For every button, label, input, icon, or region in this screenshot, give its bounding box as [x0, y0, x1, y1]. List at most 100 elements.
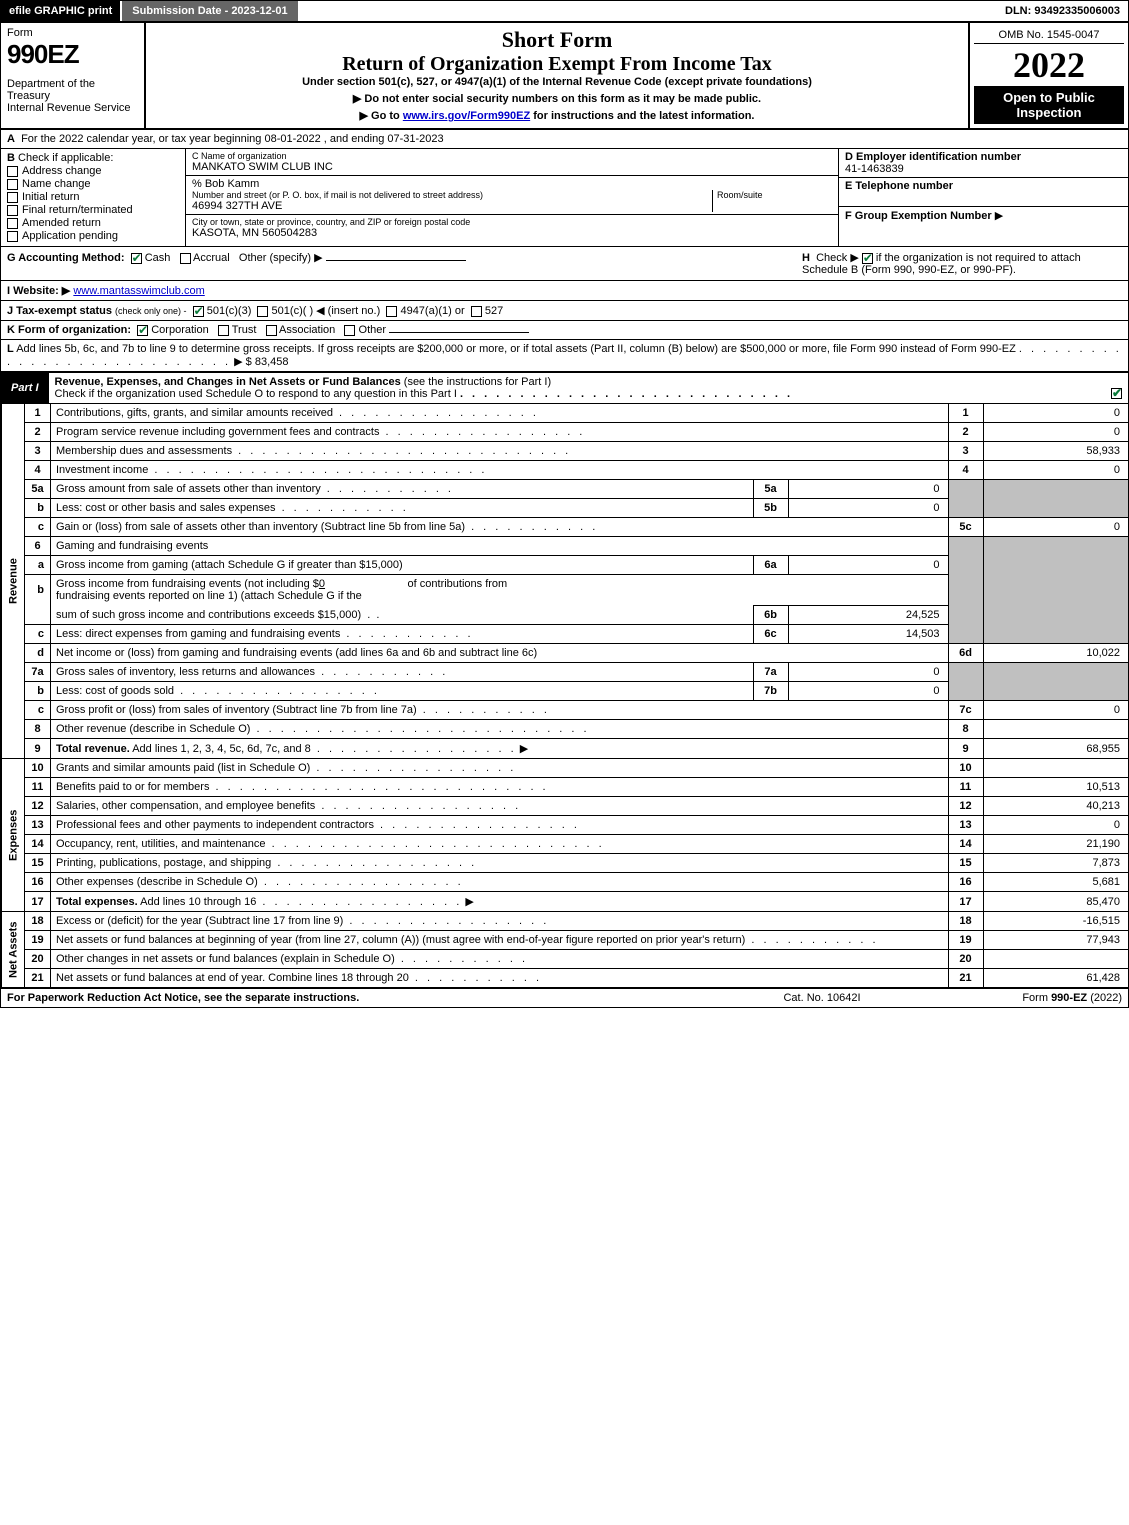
l-value: 83,458 [255, 356, 289, 368]
part-i-title: Revenue, Expenses, and Changes in Net As… [49, 373, 1128, 403]
note2-pre: ▶ Go to [360, 110, 403, 122]
other-org-field[interactable] [389, 332, 529, 333]
opt-4947: 4947(a)(1) or [400, 305, 464, 317]
line-20-desc: Other changes in net assets or fund bala… [56, 953, 395, 965]
line-10-row: Expenses 10 Grants and similar amounts p… [2, 759, 1129, 778]
cb-4947[interactable] [386, 306, 397, 317]
other-specify-field[interactable] [326, 260, 466, 261]
line-18-val: -16,515 [983, 912, 1128, 931]
i-label: I Website: ▶ [7, 285, 70, 297]
line-15-val: 7,873 [983, 854, 1128, 873]
efile-graphic-print-button[interactable]: efile GRAPHIC print [1, 1, 120, 21]
line-4-row: 4 Investment income 4 0 [2, 461, 1129, 480]
col-c-org-info: C Name of organization MANKATO SWIM CLUB… [186, 149, 838, 246]
line-14-row: 14 Occupancy, rent, utilities, and maint… [2, 835, 1129, 854]
line-9-val: 68,955 [983, 739, 1128, 759]
row-gh: G Accounting Method: Cash Accrual Other … [1, 247, 1128, 281]
cb-schedule-b[interactable] [862, 253, 873, 264]
line-6d-desc: Net income or (loss) from gaming and fun… [56, 647, 537, 659]
expenses-section-label: Expenses [2, 759, 25, 912]
line-21-row: 21 Net assets or fund balances at end of… [2, 969, 1129, 988]
line-5b-sub: 0 [788, 499, 948, 518]
row-i-website: I Website: ▶ www.mantasswimclub.com [1, 281, 1128, 301]
opt-501c: 501(c)( ) ◀ (insert no.) [272, 305, 381, 317]
cb-final-return-label: Final return/terminated [22, 204, 133, 216]
line-7c-desc: Gross profit or (loss) from sales of inv… [56, 704, 417, 716]
cb-address-change[interactable] [7, 166, 18, 177]
b-heading: Check if applicable: [18, 152, 113, 164]
h-text: Check ▶ [816, 252, 862, 264]
part-i-title-text: Revenue, Expenses, and Changes in Net As… [55, 376, 401, 388]
dept-label: Department of the Treasury Internal Reve… [7, 78, 138, 114]
line-21-desc: Net assets or fund balances at end of ye… [56, 972, 409, 984]
cb-cash[interactable] [131, 253, 142, 264]
netassets-section-label: Net Assets [2, 912, 25, 988]
line-7c-val: 0 [983, 701, 1128, 720]
submission-date-button[interactable]: Submission Date - 2023-12-01 [120, 1, 297, 21]
line-9-row: 9 Total revenue. Add lines 1, 2, 3, 4, 5… [2, 739, 1129, 759]
part-i-header: Part I Revenue, Expenses, and Changes in… [1, 373, 1128, 403]
line-18-row: Net Assets 18 Excess or (deficit) for th… [2, 912, 1129, 931]
line-7c-row: c Gross profit or (loss) from sales of i… [2, 701, 1129, 720]
part-i-table: Revenue 1 Contributions, gifts, grants, … [1, 403, 1128, 988]
cb-amended-return[interactable] [7, 218, 18, 229]
dln-label: DLN: 93492335006003 [997, 1, 1128, 21]
row-k-form-org: K Form of organization: Corporation Trus… [1, 321, 1128, 340]
header-right: OMB No. 1545-0047 2022 Open to Public In… [968, 23, 1128, 128]
cb-application-pending[interactable] [7, 231, 18, 242]
cb-application-pending-label: Application pending [22, 230, 118, 242]
line-11-row: 11 Benefits paid to or for members 11 10… [2, 778, 1129, 797]
line-11-val: 10,513 [983, 778, 1128, 797]
cb-accrual[interactable] [180, 253, 191, 264]
top-bar: efile GRAPHIC print Submission Date - 20… [1, 1, 1128, 23]
line-8-row: 8 Other revenue (describe in Schedule O)… [2, 720, 1129, 739]
footer-right-post: (2022) [1087, 992, 1122, 1004]
cb-name-change[interactable] [7, 179, 18, 190]
cb-schedule-o-part-i[interactable] [1111, 388, 1122, 399]
street-label: Number and street (or P. O. box, if mail… [192, 190, 712, 200]
l-label: L [7, 343, 14, 355]
line-7b-desc: Less: cost of goods sold [56, 685, 174, 697]
cb-address-change-label: Address change [22, 165, 102, 177]
line-6-desc: Gaming and fundraising events [56, 540, 208, 552]
form-label: Form [7, 27, 138, 39]
line-3-val: 58,933 [983, 442, 1128, 461]
footer-right-bold: 990-EZ [1051, 992, 1087, 1004]
cb-name-change-label: Name change [22, 178, 91, 190]
cb-corporation[interactable] [137, 325, 148, 336]
open-to-public: Open to Public Inspection [974, 86, 1124, 124]
line-19-row: 19 Net assets or fund balances at beginn… [2, 931, 1129, 950]
cb-501c3[interactable] [193, 306, 204, 317]
part-i-label: Part I [1, 379, 49, 397]
cb-final-return[interactable] [7, 205, 18, 216]
cb-other-org[interactable] [344, 325, 355, 336]
j-label: J Tax-exempt status [7, 305, 112, 317]
org-name: MANKATO SWIM CLUB INC [192, 161, 832, 173]
cb-trust[interactable] [218, 325, 229, 336]
line-16-val: 5,681 [983, 873, 1128, 892]
omb-number: OMB No. 1545-0047 [974, 27, 1124, 44]
line-6b-desc-mid: 0 [319, 578, 325, 590]
opt-association: Association [279, 324, 335, 336]
cb-501c[interactable] [257, 306, 268, 317]
header-mid: Short Form Return of Organization Exempt… [146, 23, 968, 128]
line-19-desc: Net assets or fund balances at beginning… [56, 934, 745, 946]
line-5a-row: 5a Gross amount from sale of assets othe… [2, 480, 1129, 499]
line-5b-desc: Less: cost or other basis and sales expe… [56, 502, 276, 514]
irs-link[interactable]: www.irs.gov/Form990EZ [403, 110, 530, 122]
line-8-val [983, 720, 1128, 739]
cb-association[interactable] [266, 325, 277, 336]
line-15-desc: Printing, publications, postage, and shi… [56, 857, 271, 869]
cb-527[interactable] [471, 306, 482, 317]
line-5c-row: c Gain or (loss) from sale of assets oth… [2, 518, 1129, 537]
city-state-zip: KASOTA, MN 560504283 [192, 227, 832, 239]
line-6d-row: d Net income or (loss) from gaming and f… [2, 644, 1129, 663]
website-link[interactable]: www.mantasswimclub.com [73, 285, 204, 297]
opt-trust: Trust [232, 324, 257, 336]
j-note: (check only one) - [115, 306, 187, 316]
line-1-val: 0 [983, 404, 1128, 423]
col-b-checkboxes: B Check if applicable: Address change Na… [1, 149, 186, 246]
line-14-val: 21,190 [983, 835, 1128, 854]
cb-amended-return-label: Amended return [22, 217, 101, 229]
cb-initial-return[interactable] [7, 192, 18, 203]
